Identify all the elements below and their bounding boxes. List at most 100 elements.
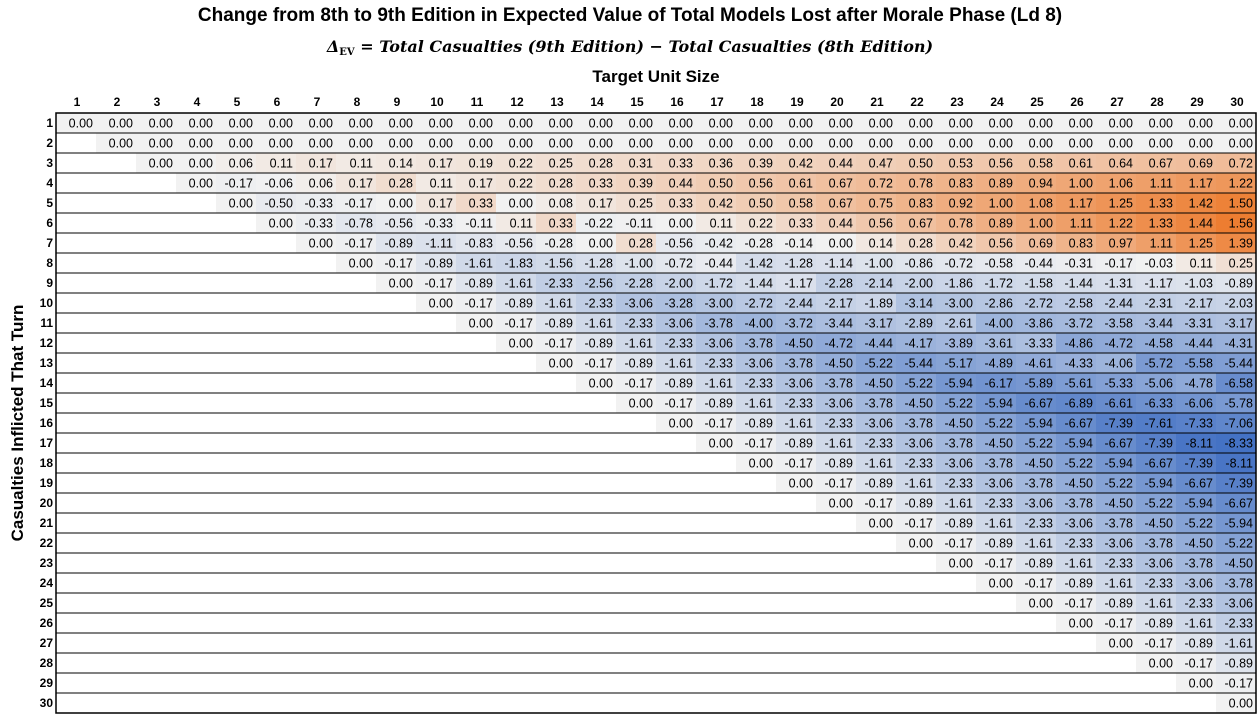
heatmap-cell (856, 473, 896, 493)
heatmap-cell (1096, 553, 1136, 573)
heatmap-cell (176, 153, 216, 173)
heatmap-cell (856, 393, 896, 413)
cell-value: -1.42 (745, 257, 774, 271)
cell-value: 1.17 (1189, 177, 1213, 191)
heatmap-cell (1056, 513, 1096, 533)
row-header-label: 28 (40, 656, 54, 670)
heatmap-cell (1176, 593, 1216, 613)
cell-value: -3.06 (1185, 577, 1214, 591)
heatmap-cell (896, 413, 936, 433)
heatmap-cell (976, 533, 1016, 553)
cell-value: -5.22 (865, 357, 894, 371)
cell-value: 0.28 (589, 157, 613, 171)
heatmap-cell (736, 193, 776, 213)
heatmap-cell (816, 193, 856, 213)
heatmap-cell (536, 133, 576, 153)
cell-value: -5.22 (945, 397, 974, 411)
heatmap-cell (1216, 553, 1256, 573)
heatmap-cell (1016, 193, 1056, 213)
cell-value: -1.61 (705, 377, 734, 391)
cell-value: -2.33 (585, 297, 614, 311)
heatmap-cell (376, 273, 416, 293)
heatmap-cell (1016, 353, 1056, 373)
cell-value: -7.33 (1185, 417, 1214, 431)
cell-value: -3.06 (1065, 517, 1094, 531)
cell-value: 0.00 (189, 117, 213, 131)
heatmap-cell (1216, 453, 1256, 473)
cell-value: -1.28 (785, 257, 814, 271)
heatmap-cell (936, 513, 976, 533)
heatmap-cell (616, 173, 656, 193)
cell-value: 0.67 (909, 217, 933, 231)
cell-value: 0.00 (1229, 697, 1253, 711)
cell-value: -0.14 (785, 237, 814, 251)
cell-value: 0.33 (589, 177, 613, 191)
cell-value: 0.19 (469, 157, 493, 171)
heatmap-cell (1096, 253, 1136, 273)
heatmap-cell (1176, 153, 1216, 173)
heatmap-cell (896, 473, 936, 493)
cell-value: -0.17 (505, 317, 534, 331)
cell-value: -0.50 (265, 197, 294, 211)
cell-value: -0.42 (705, 237, 734, 251)
heatmap-cell (896, 113, 936, 133)
column-header-label: 30 (1230, 95, 1244, 109)
cell-value: 0.67 (829, 177, 853, 191)
heatmap-cell (1216, 333, 1256, 353)
chart-subtitle: ΔEV = Total Casualties (9th Edition) − T… (0, 37, 1260, 58)
heatmap-cell (1096, 213, 1136, 233)
heatmap-cell (136, 113, 176, 133)
cell-value: -0.89 (985, 537, 1014, 551)
cell-value: -0.17 (345, 197, 374, 211)
heatmap-cell (856, 253, 896, 273)
heatmap-cell (456, 113, 496, 133)
cell-value: -6.67 (1065, 417, 1094, 431)
heatmap-cell (896, 353, 936, 373)
heatmap-cell (296, 233, 336, 253)
cell-value: -5.94 (1065, 437, 1094, 451)
cell-value: 0.00 (1109, 137, 1133, 151)
cell-value: 0.00 (149, 157, 173, 171)
cell-value: -4.58 (1145, 337, 1174, 351)
heatmap-cell (696, 173, 736, 193)
heatmap-cell (496, 333, 536, 353)
row-header-label: 9 (46, 276, 53, 290)
heatmap-cell (1056, 253, 1096, 273)
heatmap-cell (896, 173, 936, 193)
heatmap-cell (416, 253, 456, 273)
heatmap-cell (1176, 313, 1216, 333)
heatmap-cell (776, 453, 816, 473)
row-header-label: 24 (40, 576, 54, 590)
heatmap-cell (816, 133, 856, 153)
heatmap-cell (736, 213, 776, 233)
heatmap-cell (856, 333, 896, 353)
heatmap-cell (696, 373, 736, 393)
cell-value: -0.89 (1185, 637, 1214, 651)
cell-value: 0.31 (629, 157, 653, 171)
cell-value: -0.22 (585, 217, 614, 231)
cell-value: -6.67 (1105, 437, 1134, 451)
heatmap-cell (816, 453, 856, 473)
cell-value: -0.17 (1105, 617, 1134, 631)
cell-value: 0.11 (1190, 257, 1213, 271)
cell-value: -0.17 (905, 517, 934, 531)
row-header-label: 6 (46, 216, 53, 230)
heatmap-cell (296, 113, 336, 133)
cell-value: 0.64 (1109, 157, 1133, 171)
cell-value: -2.33 (865, 437, 894, 451)
heatmap-cell (656, 113, 696, 133)
heatmap-cell (696, 153, 736, 173)
heatmap-cell (656, 333, 696, 353)
heatmap-cell (1056, 133, 1096, 153)
heatmap-cell (856, 173, 896, 193)
heatmap-cell (1136, 113, 1176, 133)
heatmap-cell (1216, 393, 1256, 413)
cell-value: 0.83 (949, 177, 973, 191)
cell-value: -2.58 (1065, 297, 1094, 311)
cell-value: 1.22 (1109, 217, 1133, 231)
heatmap-cell (1136, 333, 1176, 353)
heatmap-cell (1176, 493, 1216, 513)
cell-value: 0.61 (789, 177, 813, 191)
row-header-label: 3 (46, 156, 53, 170)
heatmap-cell (616, 213, 656, 233)
